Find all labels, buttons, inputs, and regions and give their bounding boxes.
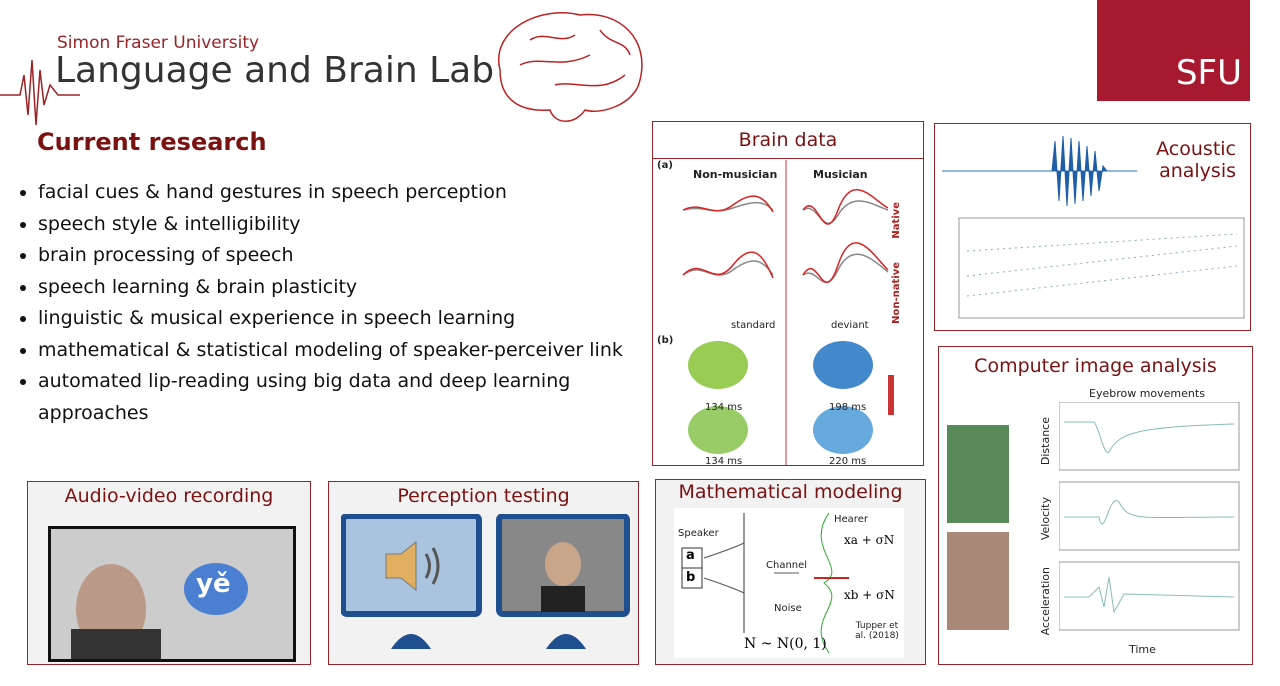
research-item: automated lip-reading using big data and… [38,366,649,429]
label: (a) [657,160,673,171]
acoustic-panel: Acoustic analysis [934,123,1251,331]
math-panel: Mathematical modeling Speaker Hearer Cha… [655,479,926,665]
panel-title: Brain data [653,122,923,159]
panel-title: Acoustic analysis [1156,138,1236,182]
formula: N ~ N(0, 1) [744,636,827,652]
latency: 134 ms [705,402,743,413]
label: b [686,570,696,585]
face-image [947,532,1009,630]
group: Non-musician [693,168,778,181]
label: Hearer [834,514,868,525]
y-label: Acceleration [1039,567,1052,636]
panel-title: Mathematical modeling [678,481,903,503]
research-item: linguistic & musical experience in speec… [38,303,649,335]
university: Simon Fraser University [57,33,260,53]
formula: xb + σN [844,588,895,602]
perception-panel: Perception testing [328,481,639,665]
model-diagram: Speaker Hearer Channel Noise a b xa + σN… [674,508,904,658]
panel-title: Perception testing [397,485,570,507]
monitors [341,514,630,649]
logo-text: SFU [1175,53,1242,93]
x-label: Time [1129,643,1156,656]
legend: deviant [831,320,869,331]
label: Speaker [678,528,719,539]
erp-figure [682,160,894,465]
brain-panel: Brain data (a) (b) Non-musician Musician… [652,121,924,467]
waveform [942,135,1245,319]
audio-panel: Audio-video recording yě [27,481,311,665]
research-title: Current research [37,128,267,156]
y-label: Velocity [1039,497,1052,541]
legend: standard [731,320,776,331]
research-item: facial cues & hand gestures in speech pe… [38,177,649,209]
citation: Tupper et al. (2018) [855,621,899,641]
research-list: facial cues & hand gestures in speech pe… [24,177,649,429]
formula: xa + σN [844,533,895,547]
logo: SFU [1097,0,1250,101]
bubble-text: yě [196,569,231,599]
row: Non-native [891,262,902,324]
label: Channel [766,560,808,571]
label: Noise [774,603,802,614]
header-art [0,12,643,126]
panel-title: Computer image analysis [974,355,1217,377]
latency: 134 ms [705,456,743,467]
research-item: speech learning & brain plasticity [38,272,649,304]
panel-title: Audio-video recording [64,485,274,507]
movement-plots [1059,402,1240,631]
label: (b) [657,335,674,346]
latency: 220 ms [829,456,867,467]
image-panel: Computer image analysis Eyebrow movement… [938,346,1253,665]
y-label: Distance [1039,417,1052,466]
face-image [947,425,1009,523]
label: a [686,548,695,563]
plot-title: Eyebrow movements [1089,387,1205,400]
group: Musician [813,168,868,181]
research-item: speech style & intelligibility [38,209,649,241]
latency: 198 ms [829,402,867,413]
lab-name: Language and Brain Lab [55,50,495,91]
research-item: mathematical & statistical modeling of s… [38,335,649,367]
video-frame: yě [48,526,296,662]
research-item: brain processing of speech [38,240,649,272]
research-items: facial cues & hand gestures in speech pe… [24,177,649,429]
row: Native [891,202,902,239]
